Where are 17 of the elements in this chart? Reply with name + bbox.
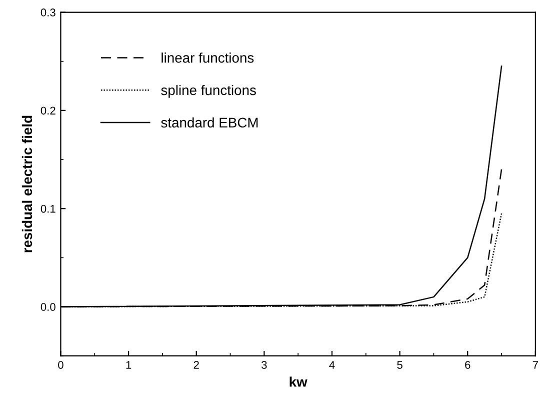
x-tick-label: 5 (397, 361, 402, 369)
y-tick-label: 0.0 (40, 303, 56, 311)
x-tick-label: 2 (194, 360, 199, 369)
y-tick-label: 0.2 (40, 106, 56, 115)
y-axis-title: residual electric field (22, 116, 32, 252)
x-tick-label: 1 (126, 361, 132, 369)
legend-label: spline functions (161, 84, 256, 98)
x-tick-label: 4 (329, 361, 335, 369)
legend-label: linear functions (162, 52, 254, 63)
legend-label: standard EBCM (161, 117, 258, 128)
x-tick-label: 7 (532, 361, 538, 369)
x-axis-title: kw (290, 376, 308, 387)
x-tick-label: 3 (262, 360, 267, 369)
y-tick-label: 0.3 (40, 8, 56, 16)
y-tick-label: 0.1 (40, 204, 56, 213)
x-tick-label: 0 (58, 360, 64, 369)
x-tick-label: 6 (465, 360, 470, 369)
